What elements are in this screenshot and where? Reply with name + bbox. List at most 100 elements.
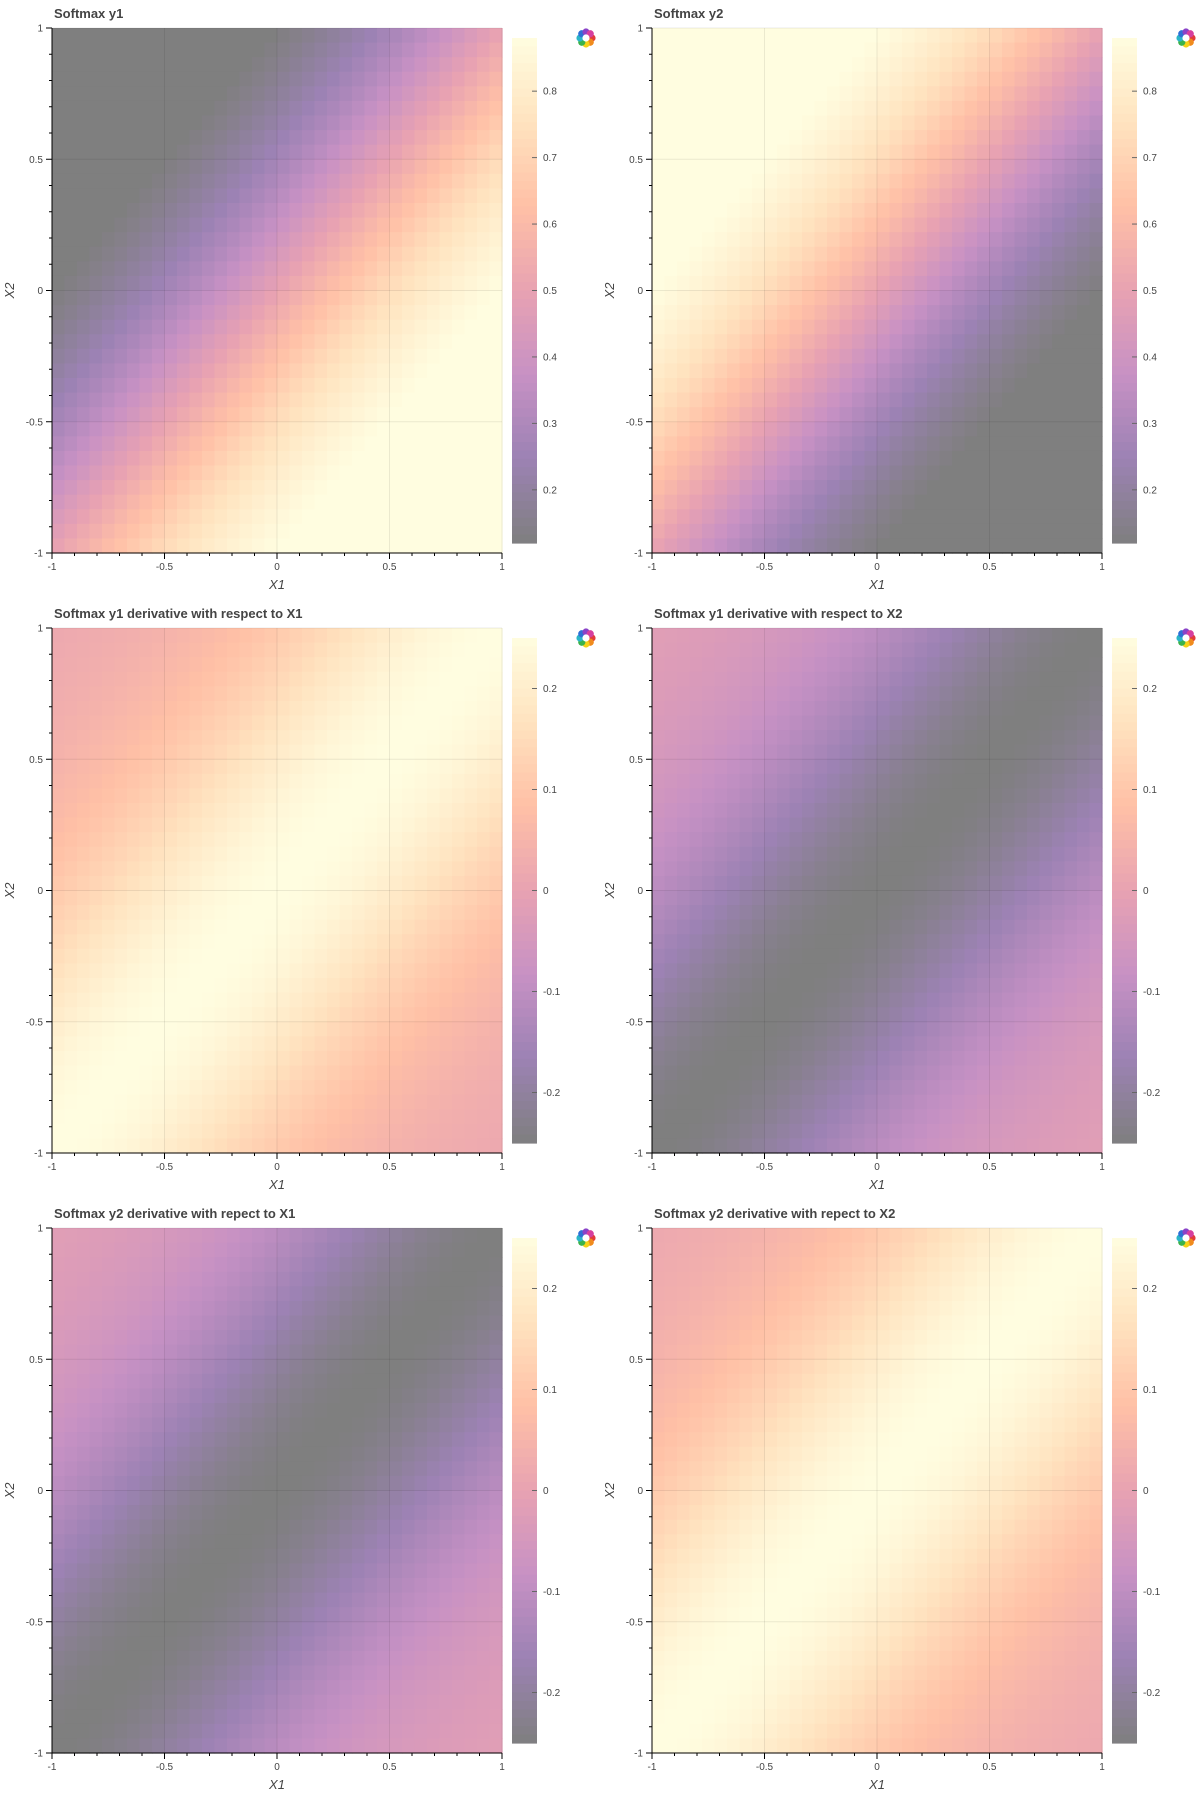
heatmap-cell	[839, 509, 853, 525]
heatmap-cell	[952, 494, 966, 510]
heatmap-cell	[152, 1065, 166, 1081]
heatmap-cell	[402, 144, 416, 160]
heatmap-cell	[152, 28, 166, 44]
heatmap-panel-3: Softmax y1 derivative with respect to X1…	[2, 606, 596, 1192]
heatmap-cell	[314, 144, 328, 160]
colorbar-segment	[1112, 80, 1137, 90]
heatmap-cell	[389, 115, 403, 131]
heatmap-cell	[389, 992, 403, 1008]
heatmap-cell	[677, 275, 691, 292]
heatmap-cell	[864, 130, 878, 146]
heatmap-cell	[827, 803, 841, 819]
heatmap-cell	[189, 436, 203, 452]
heatmap-cell	[114, 803, 128, 819]
heatmap-cell	[739, 875, 753, 892]
heatmap-cell	[752, 523, 766, 540]
heatmap-cell	[114, 773, 128, 790]
heatmap-cell	[352, 115, 366, 131]
heatmap-cell	[364, 861, 378, 877]
heatmap-cell	[77, 246, 91, 262]
heatmap-cell	[714, 57, 728, 73]
heatmap-cell	[277, 450, 291, 467]
heatmap-cell	[652, 450, 666, 467]
heatmap-cell	[414, 71, 428, 87]
heatmap-cell	[914, 217, 928, 233]
x-tick-label: 0	[874, 562, 880, 573]
heatmap-cell	[314, 1123, 328, 1140]
heatmap-cell	[177, 465, 191, 481]
heatmap-cell	[64, 657, 78, 673]
heatmap-cell	[914, 246, 928, 262]
heatmap-cell	[264, 686, 278, 702]
heatmap-cell	[202, 319, 216, 335]
heatmap-cell	[1077, 246, 1091, 262]
heatmap-cell	[489, 628, 503, 644]
bokeh-logo-icon[interactable]	[576, 628, 596, 648]
heatmap-cell	[264, 246, 278, 262]
heatmap-cell	[202, 1080, 216, 1096]
colorbar-segment	[512, 450, 537, 460]
heatmap-cell	[739, 715, 753, 731]
heatmap-cell	[339, 421, 353, 437]
heatmap-cell	[327, 642, 341, 658]
heatmap-cell	[352, 1123, 366, 1140]
heatmap-cell	[764, 436, 778, 452]
heatmap-cell	[452, 773, 466, 790]
heatmap-cell	[827, 42, 841, 58]
heatmap-cell	[202, 100, 216, 117]
heatmap-cell	[864, 480, 878, 496]
heatmap-cell	[352, 57, 366, 73]
heatmap-cell	[714, 115, 728, 131]
heatmap-cell	[939, 319, 953, 335]
heatmap-cell	[152, 730, 166, 746]
heatmap-cell	[464, 628, 478, 644]
heatmap-cell	[114, 1065, 128, 1081]
heatmap-cell	[152, 421, 166, 437]
bokeh-logo-icon[interactable]	[1176, 28, 1196, 48]
heatmap-cell	[864, 334, 878, 350]
bokeh-logo-icon[interactable]	[576, 28, 596, 48]
heatmap-cell	[252, 1036, 266, 1052]
heatmap-cell	[327, 686, 341, 702]
heatmap-cell	[1064, 436, 1078, 452]
heatmap-cell	[852, 57, 866, 73]
heatmap-cell	[264, 232, 278, 248]
heatmap-cell	[1039, 480, 1053, 496]
heatmap-cell	[702, 538, 716, 554]
heatmap-image	[652, 28, 1103, 554]
heatmap-cell	[777, 642, 791, 658]
heatmap-cell	[227, 173, 241, 190]
heatmap-cell	[852, 334, 866, 350]
heatmap-cell	[264, 788, 278, 804]
heatmap-cell	[1002, 494, 1016, 510]
heatmap-cell	[814, 715, 828, 731]
colorbar-segment	[1112, 366, 1137, 376]
colorbar-segment	[512, 755, 537, 765]
heatmap-cell	[439, 100, 453, 117]
heatmap-cell	[989, 480, 1003, 496]
heatmap-cell	[802, 275, 816, 292]
heatmap-cell	[1064, 319, 1078, 335]
heatmap-cell	[277, 1138, 291, 1154]
heatmap-cell	[702, 1123, 716, 1140]
heatmap-cell	[377, 436, 391, 452]
heatmap-cell	[689, 905, 703, 921]
heatmap-cell	[764, 305, 778, 321]
heatmap-cell	[689, 28, 703, 44]
heatmap-cell	[402, 275, 416, 292]
heatmap-cell	[1014, 130, 1028, 146]
heatmap-cell	[1027, 319, 1041, 335]
heatmap-cell	[489, 934, 503, 950]
heatmap-cell	[427, 773, 441, 790]
heatmap-cell	[227, 421, 241, 437]
heatmap-cell	[264, 948, 278, 965]
heatmap-cell	[252, 509, 266, 525]
heatmap-cell	[414, 203, 428, 219]
heatmap-cell	[977, 538, 991, 554]
heatmap-cell	[302, 232, 316, 248]
heatmap-cell	[864, 392, 878, 408]
heatmap-cell	[914, 261, 928, 277]
colorbar-segment	[512, 1084, 537, 1094]
heatmap-cell	[827, 378, 841, 394]
heatmap-cell	[802, 671, 816, 687]
